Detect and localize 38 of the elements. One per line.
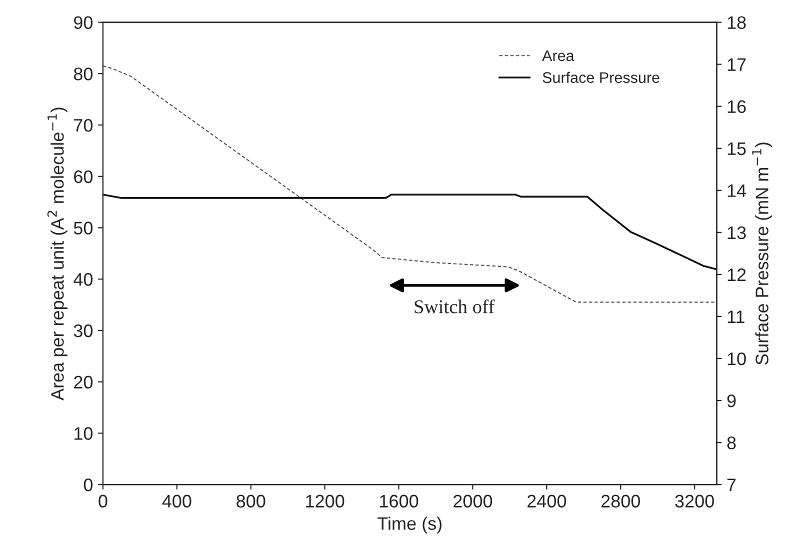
legend-label: Area — [542, 50, 574, 62]
y-tick-label: 80 — [74, 68, 93, 80]
y2-tick-label: 11 — [728, 310, 744, 324]
y2-tick-label: 8 — [727, 436, 736, 450]
x-tick-label: 2400 — [528, 494, 566, 508]
x-tick-label: 3200 — [675, 494, 714, 508]
y2-tick-label: 10 — [728, 352, 746, 366]
x-tick-label: 2800 — [601, 494, 640, 508]
y-tick-label: 40 — [74, 273, 93, 286]
y2-tick-label: 7 — [727, 478, 736, 492]
y-tick-label: 60 — [74, 170, 93, 184]
y2-tick-label: 15 — [728, 142, 746, 156]
x-tick-label: 0 — [98, 494, 108, 508]
y-tick-label: 30 — [74, 324, 93, 338]
line-series — [102, 194, 717, 270]
annotation: Switch off — [414, 299, 495, 314]
y2-tick-label: 18 — [728, 16, 746, 29]
x-tick-label: 400 — [162, 494, 192, 508]
x-tick-label: 800 — [236, 494, 266, 508]
y-tick-label: 70 — [74, 118, 93, 132]
x-axis-title: Time (s) — [378, 516, 442, 534]
y2-tick-label: 14 — [728, 184, 746, 197]
legend-label: Surface Pressure — [542, 72, 660, 83]
y-tick-label: 20 — [74, 376, 93, 389]
x-tick-label: 1200 — [306, 494, 344, 508]
y2-tick-label: 13 — [728, 226, 746, 240]
y2-tick-label: 12 — [728, 268, 746, 281]
y-tick-label: 50 — [74, 222, 93, 234]
y-axis-title: Area per repeat unit (A$^{2}$ molecule$^{−1}$) — [47, 108, 68, 400]
y2-tick-label: 17 — [728, 58, 746, 71]
y2-tick-label: 16 — [728, 100, 746, 114]
y-tick-label: 10 — [74, 427, 93, 440]
y-tick-label: 0 — [84, 478, 93, 492]
y2-tick-label: 9 — [727, 394, 736, 408]
x-tick-label: 1600 — [380, 494, 418, 508]
y2-axis-title: Surface Pressure (mN m$^{−1}$) — [752, 142, 772, 365]
y-tick-label: 90 — [74, 16, 93, 29]
x-tick-label: 2000 — [454, 494, 492, 508]
